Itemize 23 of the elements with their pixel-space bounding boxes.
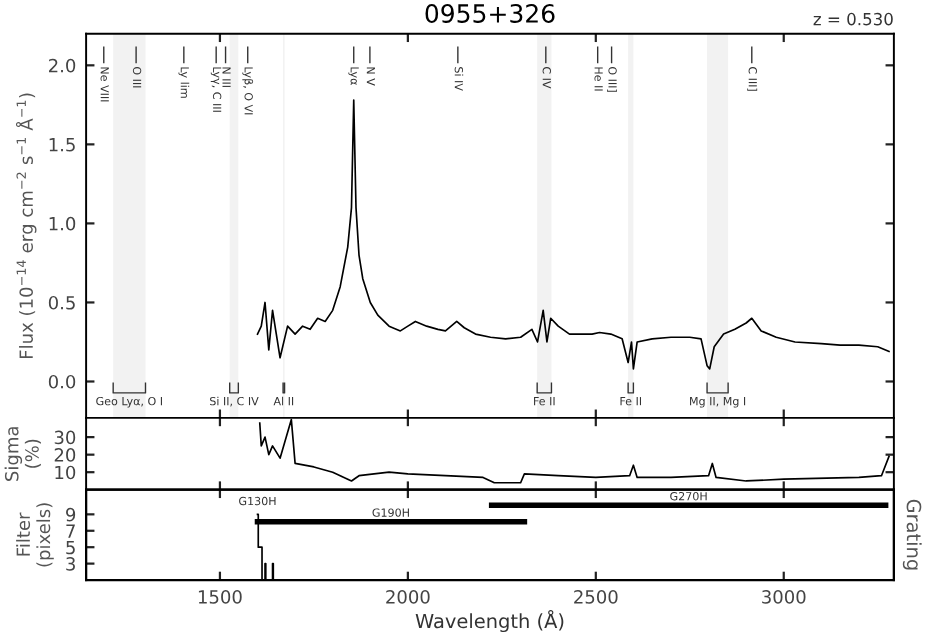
y-tick-label: 0.5 [48, 295, 75, 310]
x-tick-label: 2500 [574, 590, 618, 604]
y-tick-label: 10 [55, 465, 76, 480]
y-tick-label: 1.0 [49, 216, 76, 231]
y-tick-label: 20 [54, 448, 76, 462]
x-tick-label: 2000 [386, 590, 430, 604]
chart-title: 0955+326 [425, 4, 555, 23]
y-tick-label: 7 [66, 524, 75, 538]
text: z = 0.530 [813, 12, 893, 26]
y-axis-title: Sigma (%) [4, 427, 41, 481]
y-tick-label: 5 [66, 540, 75, 555]
y-axis-title: Filter (pixels) [16, 503, 54, 567]
text: Flux (10$^{−14}$ erg cm$^{−2}$ s$^{−1}$ Å$^{−1}$) [15, 93, 37, 358]
x-axis-title: Wavelength (Å) [415, 610, 564, 633]
y-tick-label: 0.0 [48, 374, 76, 389]
y2-axis-title: Grating [902, 499, 922, 570]
y-tick-label: 30 [54, 430, 76, 445]
y-tick-label: 3 [66, 557, 75, 571]
x-tick-label: 1500 [198, 590, 242, 604]
y-tick-label: 2.0 [49, 58, 76, 73]
y-tick-label: 1.5 [49, 138, 75, 152]
y-tick-label: 9 [66, 507, 76, 522]
x-tick-label: 3000 [762, 590, 806, 604]
